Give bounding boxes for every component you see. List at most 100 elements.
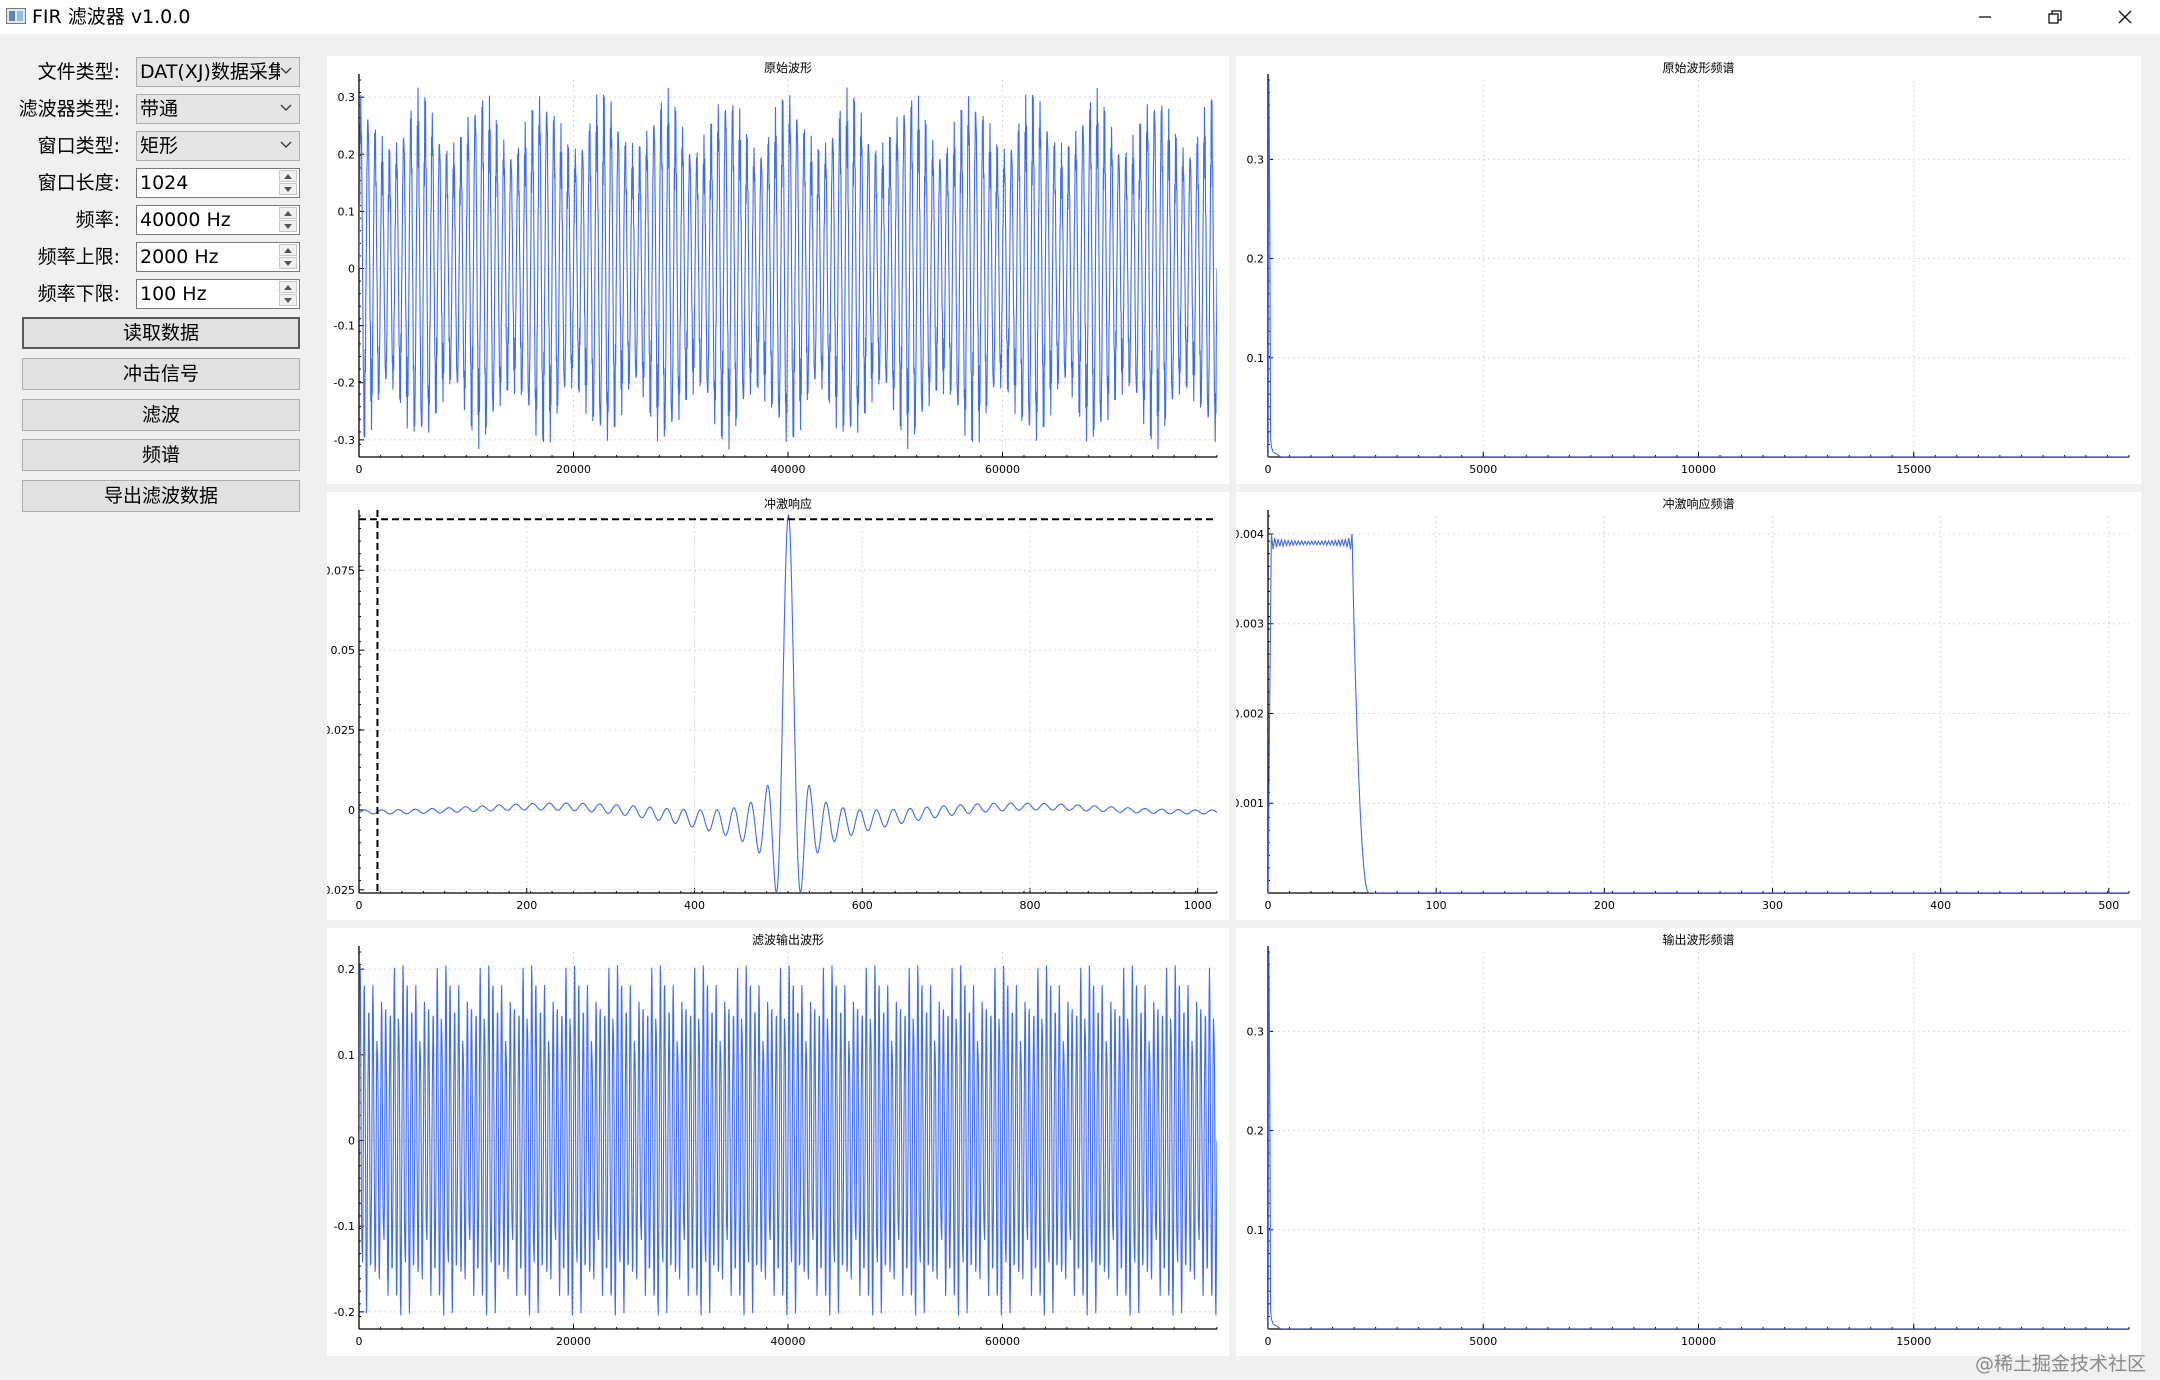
watermark: @稀土掘金技术社区 xyxy=(1974,1353,2146,1375)
y-tick-label: 0 xyxy=(348,1135,355,1148)
x-tick-label: 60000 xyxy=(985,463,1020,476)
chart-title: 输出波形频谱 xyxy=(1662,932,1734,947)
caret-down-icon xyxy=(284,260,292,266)
caret-down-icon xyxy=(284,186,292,192)
x-tick-label: 100 xyxy=(1426,899,1447,912)
x-tick-label: 15000 xyxy=(1896,1335,1931,1348)
export-filtered-data-button[interactable]: 导出滤波数据 xyxy=(22,480,300,512)
y-tick-label: 0.05 xyxy=(331,644,356,657)
y-tick-label: 0.003 xyxy=(1236,618,1264,631)
series-line xyxy=(359,87,1217,450)
chart-title: 冲激响应 xyxy=(764,496,812,511)
title-bar: FIR 滤波器 v1.0.0 xyxy=(0,0,2160,34)
freq-upper-input[interactable] xyxy=(140,246,270,268)
spin-down-button[interactable] xyxy=(279,294,297,306)
series-line xyxy=(1268,79,2129,457)
y-tick-label: -0.1 xyxy=(334,1220,355,1233)
filter-type-combo[interactable]: 带通 xyxy=(136,94,300,124)
x-tick-label: 400 xyxy=(684,899,705,912)
close-button[interactable] xyxy=(2090,0,2160,34)
y-tick-label: -0.025 xyxy=(327,884,355,897)
filter-button[interactable]: 滤波 xyxy=(22,399,300,431)
caret-down-icon xyxy=(284,223,292,229)
window-length-input[interactable] xyxy=(140,172,270,194)
caret-up-icon xyxy=(284,173,292,179)
x-tick-label: 200 xyxy=(516,899,537,912)
minimize-icon xyxy=(1979,16,1991,18)
freq-lower-spinbox[interactable] xyxy=(136,279,300,309)
x-tick-label: 400 xyxy=(1930,899,1951,912)
y-tick-label: 0.002 xyxy=(1236,707,1264,720)
filter-type-label: 滤波器类型: xyxy=(18,98,120,120)
y-tick-label: 0.1 xyxy=(338,1049,356,1062)
frequency-spinbox[interactable] xyxy=(136,205,300,235)
chart-title: 原始波形 xyxy=(764,61,812,75)
freq-lower-input[interactable] xyxy=(140,283,270,305)
y-tick-label: 0.1 xyxy=(338,205,356,218)
frequency-label: 频率: xyxy=(75,209,120,231)
chart-impulse-spectrum: 冲激响应频谱 0 100 200 300 400 500 0.001 0.002 0.003 0.0… xyxy=(1236,496,2130,912)
x-tick-label: 0 xyxy=(1265,1335,1272,1348)
spin-down-button[interactable] xyxy=(279,220,297,232)
x-tick-label: 20000 xyxy=(556,1335,591,1348)
caret-up-icon xyxy=(284,284,292,290)
app-icon xyxy=(6,8,26,24)
caret-up-icon xyxy=(284,247,292,253)
read-data-button[interactable]: 读取数据 xyxy=(22,317,300,349)
freq-upper-spinbox[interactable] xyxy=(136,242,300,272)
chart-panel-impulse-response: 冲激响应02004006008001000-0.02500.0250.050.0… xyxy=(327,492,1229,920)
impulse-signal-button[interactable]: 冲击信号 xyxy=(22,358,300,390)
series-line xyxy=(1268,951,2129,1329)
y-tick-label: -0.1 xyxy=(334,320,355,333)
y-tick-label: 0.004 xyxy=(1236,528,1264,541)
x-tick-label: 40000 xyxy=(771,1335,806,1348)
filter-type-value: 带通 xyxy=(140,98,179,120)
chart-panel-filtered-spectrum: 输出波形频谱 0 5000 10000 15000 0.1 0.2 0.3 xyxy=(1236,928,2141,1356)
minimize-button[interactable] xyxy=(1950,0,2020,34)
freq-upper-label: 频率上限: xyxy=(37,246,120,268)
window-length-spinbox[interactable] xyxy=(136,168,300,198)
file-type-combo[interactable]: DAT(XJ)数据采集 xyxy=(136,57,300,87)
x-tick-label: 0 xyxy=(1265,463,1272,476)
spin-up-button[interactable] xyxy=(279,170,297,182)
y-tick-label: 0 xyxy=(348,263,355,276)
spin-up-button[interactable] xyxy=(279,281,297,293)
frequency-input[interactable] xyxy=(140,209,270,231)
chart-filtered-spectrum: 输出波形频谱 0 5000 10000 15000 0.1 0.2 0.3 xyxy=(1247,932,2130,1348)
x-tick-label: 300 xyxy=(1762,899,1783,912)
window-type-combo[interactable]: 矩形 xyxy=(136,131,300,161)
y-tick-label: 0.3 xyxy=(1247,153,1265,166)
y-tick-label: 0.1 xyxy=(1247,352,1265,365)
spin-down-button[interactable] xyxy=(279,183,297,195)
y-tick-label: 0 xyxy=(348,804,355,817)
x-tick-label: 60000 xyxy=(985,1335,1020,1348)
window-length-label: 窗口长度: xyxy=(37,172,120,194)
file-type-value: DAT(XJ)数据采集 xyxy=(140,61,280,83)
x-tick-label: 15000 xyxy=(1896,463,1931,476)
chart-title: 冲激响应频谱 xyxy=(1662,496,1734,511)
x-tick-label: 0 xyxy=(356,1335,363,1348)
y-tick-label: 0.075 xyxy=(327,564,355,577)
chart-panel-impulse-spectrum: 冲激响应频谱 0 100 200 300 400 500 0.001 0.002 0.003 0.0… xyxy=(1236,492,2141,920)
x-tick-label: 0 xyxy=(1265,899,1272,912)
x-tick-label: 20000 xyxy=(556,463,591,476)
restore-button[interactable] xyxy=(2020,0,2090,34)
chart-original-spectrum: 原始波形频谱 0 5000 10000 15000 0.1 0.2 0.3 xyxy=(1247,61,2130,476)
x-tick-label: 800 xyxy=(1019,899,1040,912)
chart-panel-filtered-waveform: 滤波输出波形 0 20000 40000 60000 -0.2 -0.1 0 0.1 0.2 xyxy=(327,928,1229,1356)
chart-title: 原始波形频谱 xyxy=(1662,61,1734,75)
chevron-down-icon xyxy=(280,141,292,148)
caret-up-icon xyxy=(284,210,292,216)
x-tick-label: 5000 xyxy=(1469,463,1497,476)
spectrum-button[interactable]: 频谱 xyxy=(22,439,300,471)
spin-down-button[interactable] xyxy=(279,257,297,269)
y-tick-label: 0.3 xyxy=(338,91,356,104)
x-tick-label: 200 xyxy=(1594,899,1615,912)
spin-up-button[interactable] xyxy=(279,244,297,256)
window-type-label: 窗口类型: xyxy=(37,135,120,157)
y-tick-label: 0.2 xyxy=(338,148,356,161)
y-tick-label: -0.3 xyxy=(334,434,355,447)
spin-up-button[interactable] xyxy=(279,207,297,219)
y-tick-label: 0.2 xyxy=(1247,1125,1265,1138)
close-icon xyxy=(2118,10,2132,24)
